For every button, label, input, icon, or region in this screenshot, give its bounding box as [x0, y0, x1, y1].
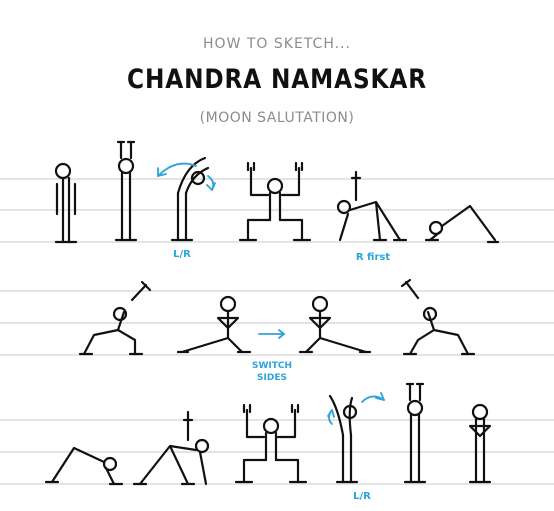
page-subtitle: (MOON SALUTATION) [199, 110, 355, 126]
side-bend-label-2: L/R [353, 491, 371, 502]
pose-prayer-standing [468, 403, 492, 484]
pose-triangle-2 [132, 410, 210, 486]
pose-lizard-lunge-right [400, 278, 476, 356]
pose-side-bend-2 [328, 394, 359, 484]
curved-arrow-icon [206, 175, 216, 191]
curved-arrow-icon [361, 392, 385, 403]
side-bend-label: L/R [173, 249, 191, 260]
curved-arrow-icon [157, 162, 197, 177]
arrow-right-icon [258, 329, 285, 339]
pose-arms-up-2 [403, 382, 427, 484]
lizard-note: R first [356, 252, 390, 263]
curved-arrow-icon [327, 409, 335, 425]
switch-label-line1: SWITCH [252, 361, 292, 371]
pose-side-lunge [176, 295, 252, 354]
switch-label-line2: SIDES [257, 373, 287, 383]
pose-side-lunge-switched [298, 295, 372, 354]
pose-downward-dog-2 [44, 446, 124, 486]
pose-side-bend [170, 156, 210, 242]
pose-goddess-squat [238, 161, 312, 242]
pose-triangle [336, 170, 408, 242]
pose-arms-up [114, 140, 138, 242]
page-title: CHANDRA NAMASKAR [127, 64, 427, 95]
pose-goddess-squat-2 [234, 403, 308, 484]
pose-lizard-lunge-left [78, 280, 152, 356]
pose-downward-dog [424, 204, 500, 244]
kicker-text: HOW TO SKETCH... [203, 36, 351, 52]
pose-standing [54, 162, 78, 244]
